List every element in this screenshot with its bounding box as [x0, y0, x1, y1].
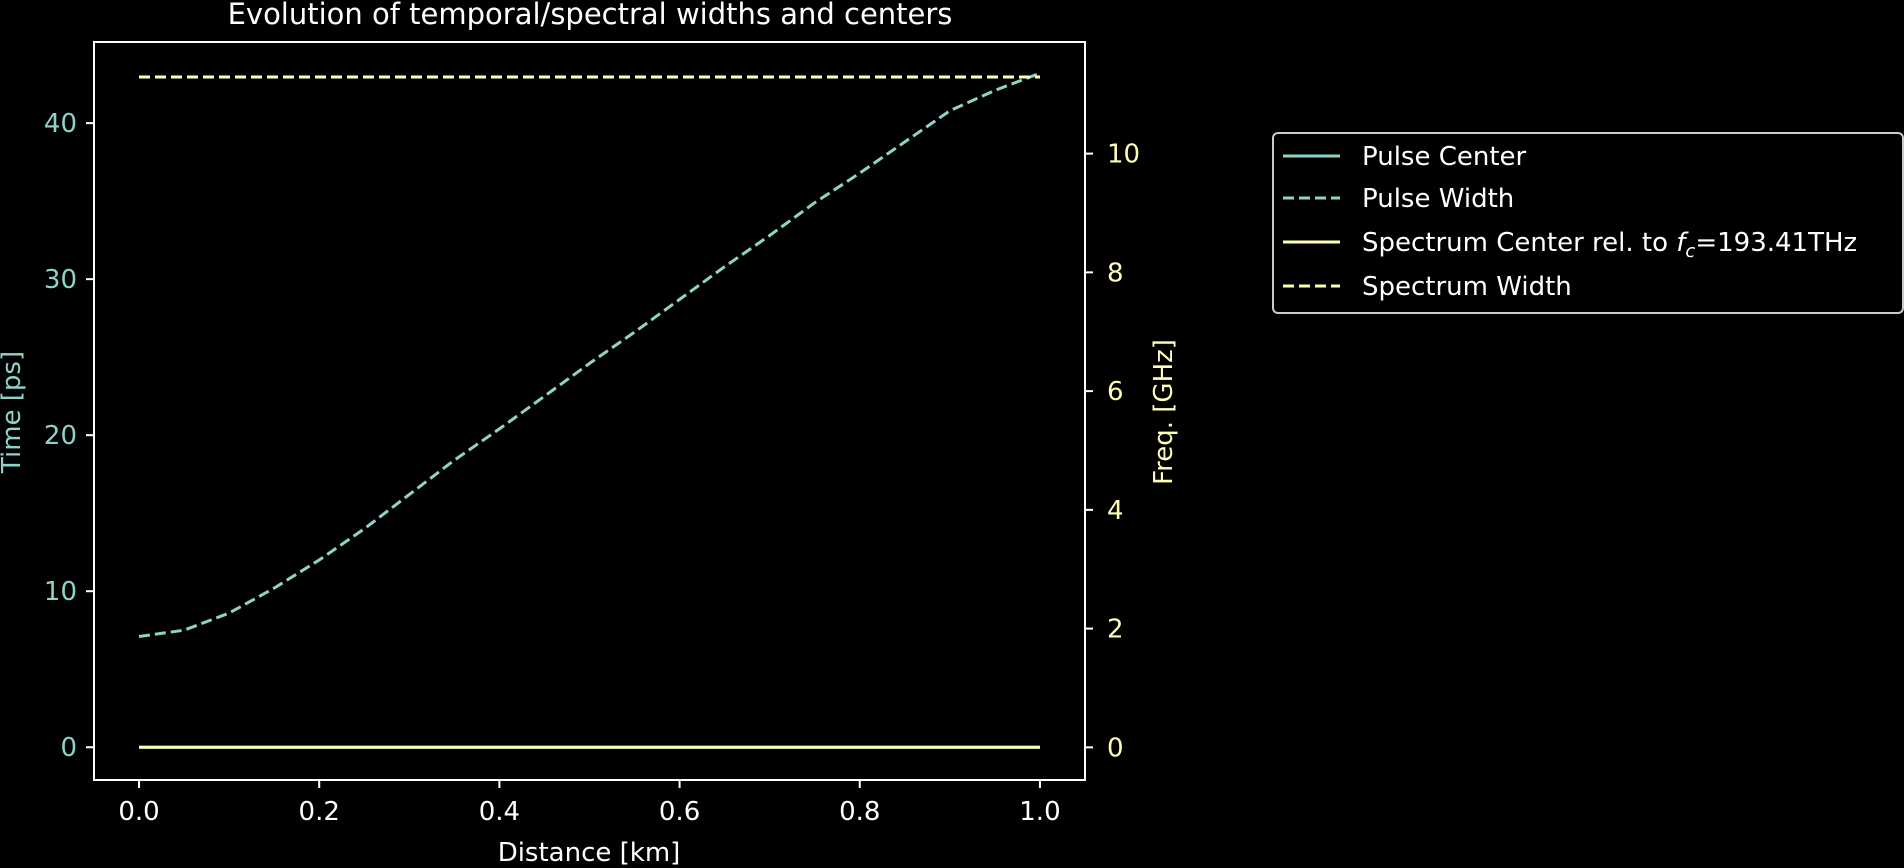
- axes-frame: [93, 41, 1086, 781]
- y-left-tick-label: 10: [44, 577, 77, 607]
- plot-area: [138, 71, 1041, 749]
- y-right-tick-label: 2: [1107, 615, 1124, 645]
- y-left-tick-label: 30: [44, 265, 77, 295]
- x-tick-label: 0.8: [839, 797, 880, 827]
- y-right-tick-label: 8: [1107, 258, 1124, 288]
- x-tick-label: 0.4: [479, 797, 520, 827]
- x-axis: 0.0 0.2 0.4 0.6 0.8 1.0: [118, 780, 1061, 827]
- x-tick-label: 0.6: [659, 797, 700, 827]
- y-left-tick-label: 20: [44, 421, 77, 451]
- legend-frame: [1272, 132, 1904, 314]
- y-axis-right: 0 2 4 6 8 10: [1085, 140, 1140, 763]
- legend: Pulse Center Pulse Width Spectrum Center r…: [1272, 132, 1904, 314]
- x-tick-label: 1.0: [1019, 797, 1060, 827]
- y-left-tick-label: 0: [60, 733, 77, 763]
- x-tick-label: 0.0: [118, 797, 159, 827]
- y-axis-left: 0 10 20 30 40: [44, 109, 94, 763]
- legend-label-2: Pulse Width: [1362, 184, 1514, 214]
- x-axis-label: Distance [km]: [498, 838, 681, 868]
- y-right-tick-label: 10: [1107, 140, 1140, 170]
- legend-label-1: Pulse Center: [1362, 142, 1527, 172]
- y-right-tick-label: 4: [1107, 496, 1124, 526]
- y-left-tick-label: 40: [44, 109, 77, 139]
- chart-title: Evolution of temporal/spectral widths an…: [228, 0, 953, 31]
- y-right-tick-label: 0: [1107, 733, 1124, 763]
- x-tick-label: 0.2: [299, 797, 340, 827]
- legend-items: Pulse Center Pulse Width Spectrum Center r…: [1283, 142, 1857, 302]
- series-line-2: [138, 71, 1041, 638]
- legend-label-3: Spectrum Center rel. to fc=193.41THz: [1362, 228, 1857, 262]
- y-axis-left-label: Time [ps]: [0, 351, 27, 474]
- legend-label-4: Spectrum Width: [1362, 272, 1572, 302]
- y-axis-right-label: Freq. [GHz]: [1149, 339, 1179, 485]
- y-right-tick-label: 6: [1107, 377, 1124, 407]
